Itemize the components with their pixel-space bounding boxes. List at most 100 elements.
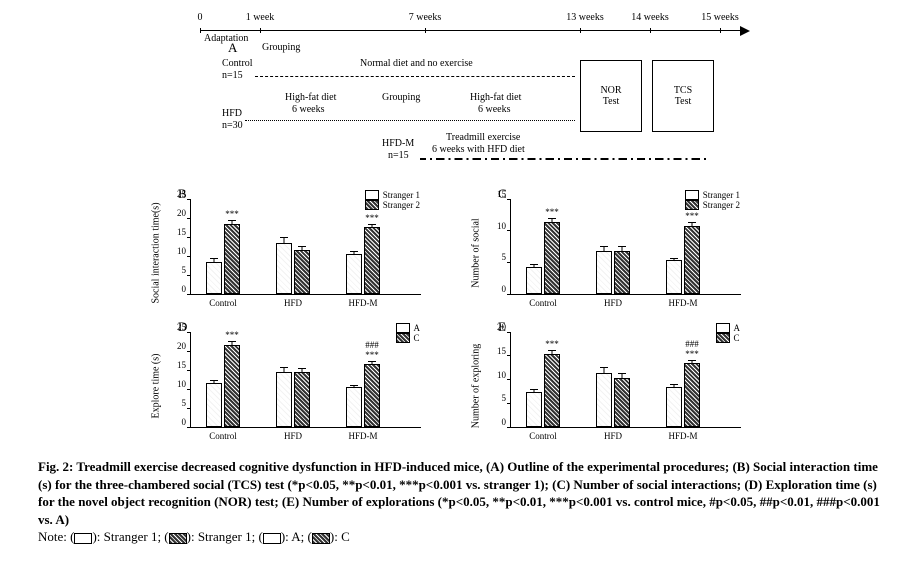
error-cap <box>548 350 556 351</box>
plot-area: 05101520***ControlHFD###***HFD-M <box>510 332 741 428</box>
grouping-label: Grouping <box>262 42 300 53</box>
error-cap <box>600 367 608 368</box>
tread-1: Treadmill exercise <box>446 132 520 143</box>
tick-label: 7 weeks <box>409 12 442 23</box>
plot-area: 051015***ControlHFD***HFD-M <box>510 199 741 295</box>
y-tick-label: 10 <box>497 370 511 380</box>
error-cap <box>618 246 626 247</box>
bar <box>276 243 292 294</box>
error-cap <box>228 220 236 221</box>
error-cap <box>368 361 376 362</box>
significance-marker: *** <box>545 207 559 217</box>
bar-group <box>596 251 630 294</box>
y-tick-label: 20 <box>177 341 191 351</box>
y-axis-label: Social interaction time(s) <box>151 202 162 303</box>
grouping2: Grouping <box>382 92 420 103</box>
x-tick-label: HFD-M <box>668 298 697 308</box>
y-tick-label: 5 <box>502 252 512 262</box>
tread-2: 6 weeks with HFD diet <box>432 144 525 155</box>
hfd6b-1: High-fat diet <box>470 92 521 103</box>
x-tick-label: HFD <box>284 431 302 441</box>
significance-marker: *** <box>225 209 239 219</box>
error-cap <box>548 218 556 219</box>
error-cap <box>670 258 678 259</box>
timeline-axis <box>200 30 740 31</box>
note-a: ): A; ( <box>281 529 312 544</box>
bar <box>596 373 612 427</box>
note-c: ): C <box>330 529 350 544</box>
bar <box>596 251 612 294</box>
x-tick-label: HFD-M <box>348 431 377 441</box>
bar-group <box>276 243 310 294</box>
control-label: Control <box>222 58 253 69</box>
y-tick-label: 0 <box>502 417 512 427</box>
y-tick-label: 10 <box>497 221 511 231</box>
swatch-dark-icon <box>169 533 187 544</box>
tick-label: 14 weeks <box>631 12 669 23</box>
tick <box>425 28 426 33</box>
y-axis-label: Explore time (s) <box>151 353 162 418</box>
error-cap <box>210 258 218 259</box>
bar <box>526 392 542 427</box>
bar: *** <box>544 354 560 427</box>
bar <box>206 383 222 427</box>
error-cap <box>280 237 288 238</box>
y-tick-label: 20 <box>177 208 191 218</box>
y-tick-label: 0 <box>182 417 192 427</box>
error-cap <box>298 368 306 369</box>
caption-note: Note: (): Stranger 1; (): Stranger 1; ()… <box>38 529 350 544</box>
y-tick-label: 0 <box>182 284 192 294</box>
error-bar <box>284 237 285 244</box>
note-s1: ): Stranger 1; ( <box>92 529 168 544</box>
error-cap <box>228 341 236 342</box>
chart-panel-D: DExplore time (s)AC0510152025***ControlH… <box>140 323 440 448</box>
bar: *** <box>684 226 700 295</box>
panel-a-diagram: 0 1 week 7 weeks 13 weeks 14 weeks 15 we… <box>200 10 760 190</box>
y-tick-label: 10 <box>177 246 191 256</box>
nor-box: NOR Test <box>580 60 642 132</box>
bar-group: *** <box>206 345 240 427</box>
x-tick-label: Control <box>209 431 237 441</box>
x-tick-label: Control <box>529 431 557 441</box>
nor-title: NOR <box>581 85 641 96</box>
timeline: 0 1 week 7 weeks 13 weeks 14 weeks 15 we… <box>200 10 760 40</box>
significance-marker: *** <box>365 213 379 223</box>
bar <box>294 250 310 294</box>
bar: *** <box>224 224 240 294</box>
y-axis-label: Number of social <box>471 218 482 287</box>
y-axis-label: Number of exploring <box>471 343 482 427</box>
y-tick-label: 15 <box>497 189 511 199</box>
note-s2: ): Stranger 1; ( <box>187 529 263 544</box>
hfdm-n: n=15 <box>388 150 409 161</box>
significance-marker: ###*** <box>365 340 379 360</box>
y-tick-label: 15 <box>177 227 191 237</box>
swatch-light-icon <box>74 533 92 544</box>
y-tick-label: 10 <box>177 379 191 389</box>
tick <box>650 28 651 33</box>
swatch-light-icon <box>263 533 281 544</box>
panel-a-groups: A Grouping Control n=15 Normal diet and … <box>200 40 760 190</box>
timeline-arrow-icon <box>740 26 750 36</box>
significance-marker: *** <box>685 211 699 221</box>
bar <box>614 378 630 428</box>
plot-area: 0510152025***ControlHFD###***HFD-M <box>190 332 421 428</box>
y-tick-label: 0 <box>502 284 512 294</box>
bar-group: *** <box>666 226 700 295</box>
error-cap <box>350 251 358 252</box>
caption-text: Fig. 2: Treadmill exercise decreased cog… <box>38 459 880 527</box>
x-tick-label: Control <box>529 298 557 308</box>
bar: *** <box>224 345 240 427</box>
tick-label: 0 <box>198 12 203 23</box>
bar-group: *** <box>346 227 380 294</box>
dotted-line <box>245 120 575 121</box>
hfdm-label: HFD-M <box>382 138 414 149</box>
bar-group <box>596 373 630 427</box>
bar-group: ###*** <box>666 363 700 427</box>
hfd-label: HFD <box>222 108 242 119</box>
hfd6-1: High-fat diet <box>285 92 336 103</box>
figure-2: 0 1 week 7 weeks 13 weeks 14 weeks 15 we… <box>0 0 918 556</box>
figure-caption: Fig. 2: Treadmill exercise decreased cog… <box>38 458 880 546</box>
panel-a-label: A <box>228 40 237 56</box>
bar <box>346 254 362 294</box>
bar <box>666 260 682 294</box>
